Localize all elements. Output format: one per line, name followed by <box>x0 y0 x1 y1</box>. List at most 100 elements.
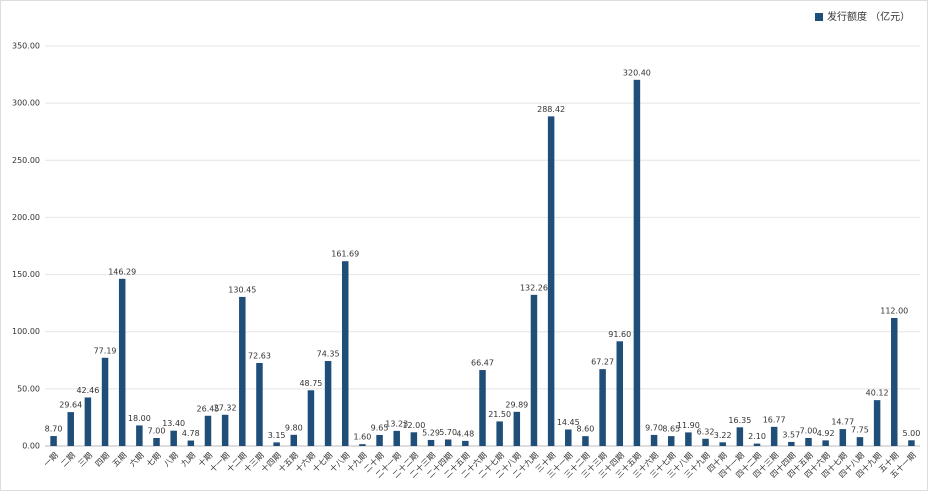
bar <box>599 369 606 446</box>
bar <box>753 443 761 446</box>
bar <box>50 436 57 446</box>
value-label: 3.22 <box>714 431 732 440</box>
value-label: 77.19 <box>94 346 117 355</box>
value-label: 40.12 <box>866 389 889 398</box>
bar <box>204 415 212 446</box>
bar <box>479 370 486 446</box>
value-label: 9.70 <box>645 423 663 432</box>
y-tick-label: 350.00 <box>12 42 40 51</box>
value-label: 4.78 <box>182 429 200 438</box>
bar <box>719 442 726 446</box>
bar <box>444 439 452 446</box>
value-label: 14.45 <box>557 418 580 427</box>
value-label: 7.75 <box>851 426 869 435</box>
bar <box>650 434 658 446</box>
bar <box>788 441 795 446</box>
bar <box>239 296 246 446</box>
value-label: 9.65 <box>371 423 389 432</box>
value-label: 29.64 <box>59 401 82 410</box>
bar <box>101 357 109 446</box>
y-tick-label: 50.00 <box>17 384 40 393</box>
value-label: 29.89 <box>505 400 528 409</box>
value-label: 3.57 <box>782 430 800 439</box>
bar <box>221 414 229 446</box>
value-label: 66.47 <box>471 359 494 368</box>
bar <box>770 426 778 446</box>
bar <box>873 400 881 446</box>
value-label: 13.23 <box>385 419 408 428</box>
y-tick-label: 300.00 <box>12 99 40 108</box>
value-label: 9.80 <box>285 423 303 432</box>
value-label: 288.42 <box>537 105 565 114</box>
bar <box>908 440 915 446</box>
bar <box>805 438 812 446</box>
value-label: 2.10 <box>748 432 766 441</box>
bar <box>376 434 383 446</box>
bar <box>170 430 177 446</box>
value-label: 18.00 <box>128 414 151 423</box>
bar <box>547 116 555 447</box>
value-label: 1.60 <box>353 433 371 442</box>
value-label: 5.00 <box>903 429 921 438</box>
bar <box>530 294 538 446</box>
bar <box>118 278 126 446</box>
bar <box>187 440 195 446</box>
bar <box>513 411 521 446</box>
value-label: 48.75 <box>299 379 322 388</box>
bar <box>84 397 92 446</box>
value-label: 6.32 <box>697 427 715 436</box>
bar <box>616 341 624 446</box>
bar <box>496 421 503 446</box>
value-label: 16.77 <box>763 415 786 424</box>
value-label: 16.35 <box>728 416 751 425</box>
value-label: 26.45 <box>197 404 220 413</box>
value-label: 3.15 <box>268 431 286 440</box>
bar <box>153 438 160 446</box>
value-label: 21.50 <box>488 410 511 419</box>
value-label: 5.29 <box>422 428 440 437</box>
bar <box>427 439 435 446</box>
value-label: 5.70 <box>439 428 457 437</box>
y-tick-label: 0.00 <box>22 442 40 451</box>
value-label: 8.65 <box>662 425 680 434</box>
legend-label: 发行额度 （亿元） <box>827 10 910 23</box>
value-label: 130.45 <box>228 285 256 294</box>
bar <box>290 434 298 446</box>
value-label: 4.48 <box>456 429 474 438</box>
bar <box>685 432 692 446</box>
value-label: 146.29 <box>108 267 136 276</box>
legend-swatch <box>815 13 823 21</box>
bar <box>582 436 589 446</box>
y-tick-label: 100.00 <box>12 327 40 336</box>
value-label: 161.69 <box>331 250 359 259</box>
value-label: 7.00 <box>148 427 166 436</box>
bar <box>410 432 418 446</box>
bar <box>256 362 263 446</box>
bar <box>839 429 847 446</box>
bar <box>856 437 864 446</box>
value-label: 74.35 <box>317 350 340 359</box>
bar <box>891 318 898 446</box>
value-label: 67.27 <box>591 358 614 367</box>
bar <box>822 440 829 446</box>
bar <box>341 261 349 446</box>
bar <box>273 442 280 446</box>
value-label: 13.40 <box>162 419 185 428</box>
bar <box>462 440 469 446</box>
y-tick-label: 200.00 <box>12 213 40 222</box>
value-label: 8.70 <box>45 425 63 434</box>
value-label: 320.40 <box>623 68 651 77</box>
bar <box>359 444 366 446</box>
y-tick-label: 150.00 <box>12 270 40 279</box>
bar <box>565 429 572 446</box>
bar <box>393 430 400 446</box>
value-label: 42.46 <box>76 386 99 395</box>
value-label: 112.00 <box>880 307 908 316</box>
bar <box>324 361 332 446</box>
bar <box>702 438 709 446</box>
value-label: 91.60 <box>608 330 631 339</box>
bar <box>136 425 143 446</box>
y-tick-label: 250.00 <box>12 156 40 165</box>
